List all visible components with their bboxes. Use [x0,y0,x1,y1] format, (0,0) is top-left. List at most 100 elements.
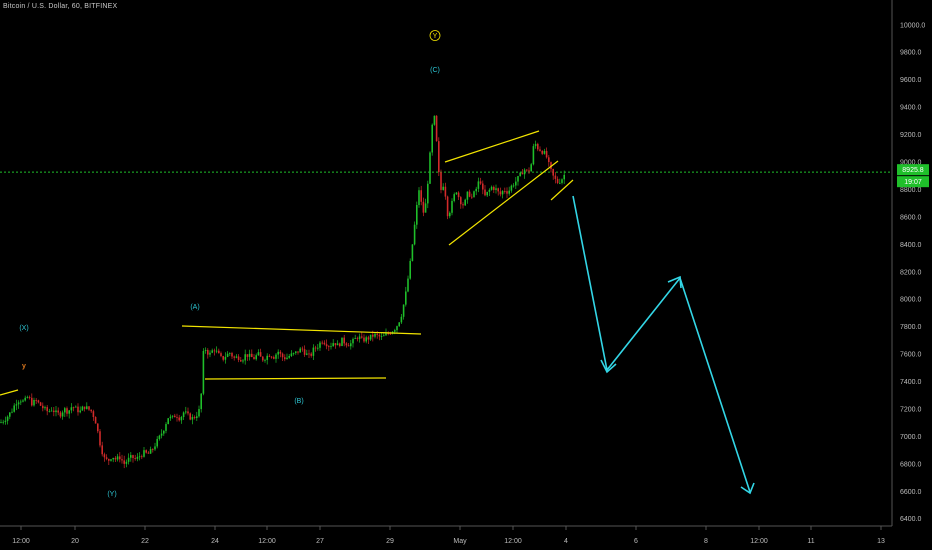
candle-body [563,174,565,180]
candle-body [475,188,477,192]
candle-body [543,150,546,154]
y-tick-label: 7200.0 [900,406,922,413]
candle-body [411,244,414,261]
candle-body [380,336,383,337]
candle-body [44,407,46,409]
candle-body [352,338,354,344]
candle-body [176,417,178,419]
candle-body [116,456,119,460]
candle-body [143,450,145,457]
candle-body [552,168,554,176]
x-tick-label: 12:00 [750,538,768,545]
candle-body [33,399,35,406]
candle-body [123,460,125,464]
candle-body [15,404,18,406]
candle-body [136,456,139,459]
candle-body [310,353,312,356]
candle-body [325,344,328,347]
candle-body [363,337,365,342]
projection-arrowhead [600,359,617,374]
chart-title: Bitcoin / U.S. Dollar, 60, BITFINEX [3,3,118,10]
candle-body [429,152,431,184]
candle-body [224,356,227,360]
candle-body [259,352,262,357]
x-tick-label: 22 [141,538,149,545]
candle-body [402,304,405,317]
candle-body [455,192,458,195]
candle-body [28,397,31,398]
candle-body [2,421,4,423]
candle-body [532,146,535,165]
x-axis-ticks: 12:00 20 22 24 12:00 27 29 May 12:00 4 6 8 12:00 11 13 [12,526,885,545]
candle-body [119,456,121,460]
price-tag-countdown: 19:07 [904,179,922,186]
candle-body [361,336,363,338]
candle-body [57,410,59,413]
candle-body [86,406,88,409]
candle-body [55,410,57,413]
y-tick-label: 10000.0 [900,22,925,29]
y-tick-label: 7600.0 [900,352,922,359]
y-tick-label: 8800.0 [900,187,922,194]
candle-body [266,355,268,360]
candle-body [374,333,376,337]
candle-body [200,393,202,410]
candle-body [191,417,194,420]
candle-body [248,353,251,357]
y-tick-label: 7000.0 [900,434,922,441]
candle-body [462,204,464,206]
y-tick-label: 6400.0 [900,516,922,523]
y-tick-label: 7800.0 [900,324,922,331]
candle-body [354,338,356,340]
wave-labels: (X) y (Y) (A) (B) (C) Y [19,30,441,498]
candle-body [350,343,352,347]
candle-body [457,192,460,198]
candle-body [453,194,455,201]
y-tick-label: 8400.0 [900,242,922,249]
x-tick-label: May [453,538,467,545]
candle-body [209,352,211,355]
candle-body [523,169,526,175]
candle-body [506,191,508,194]
candle-body [479,181,482,184]
candle-body [213,350,216,352]
candle-body [189,413,191,420]
candle-body [376,333,378,335]
candle-body [440,172,442,190]
candle-body [198,409,200,417]
price-tag: 8925.8 19:07 [897,164,929,188]
candle-body [264,359,266,361]
candle-body [132,455,134,458]
candle-body [303,349,306,355]
wave-label: (Y) [107,491,116,498]
candle-body [26,397,29,398]
candles [0,115,565,469]
x-tick-label: 11 [807,538,814,545]
candle-body [242,360,244,362]
x-tick-label: 8 [704,538,708,545]
wave-label-circle [429,30,441,41]
candle-body [512,185,515,187]
candle-body [424,203,427,213]
candle-body [398,322,400,327]
candle-body [438,141,440,173]
candle-body [121,459,123,461]
candle-body [433,115,436,125]
candle-body [92,411,95,418]
candle-body [202,350,205,394]
candle-body [295,351,297,353]
candle-body [72,407,75,409]
candle-body [451,200,453,213]
x-tick-label: 12:00 [12,538,30,545]
candle-body [244,354,246,361]
candle-body [341,337,343,347]
candle-body [559,182,561,184]
candle-body [235,356,238,358]
candle-body [286,357,288,360]
projection-arrowhead [740,482,755,495]
candle-body [268,355,271,357]
candle-body [526,169,528,171]
candle-body [418,190,420,206]
